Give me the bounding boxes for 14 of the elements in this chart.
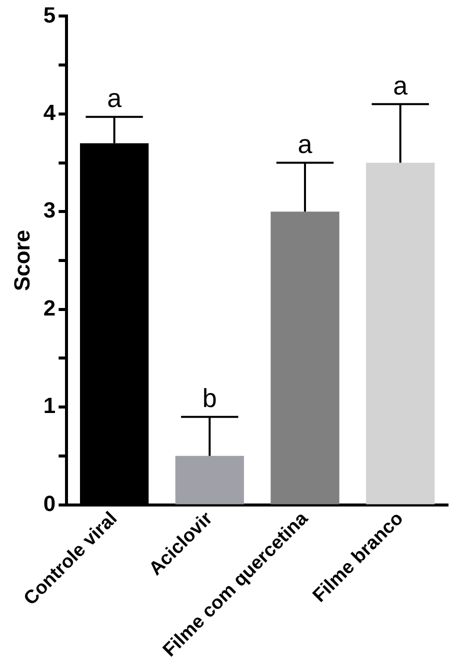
annotation: a <box>298 128 313 159</box>
annotation: a <box>107 83 122 114</box>
y-tick-label: 1 <box>43 393 56 418</box>
annotation: b <box>202 382 217 413</box>
y-tick-label: 5 <box>43 2 56 28</box>
y-tick-label: 2 <box>43 295 56 320</box>
bar <box>366 162 435 504</box>
y-tick-label: 3 <box>43 198 56 223</box>
annotation: a <box>393 70 408 100</box>
bar <box>270 212 340 504</box>
bar <box>175 456 244 504</box>
y-axis-title: Score <box>9 230 34 292</box>
y-tick-label: 4 <box>43 100 56 125</box>
y-tick-label: 0 <box>43 490 56 516</box>
